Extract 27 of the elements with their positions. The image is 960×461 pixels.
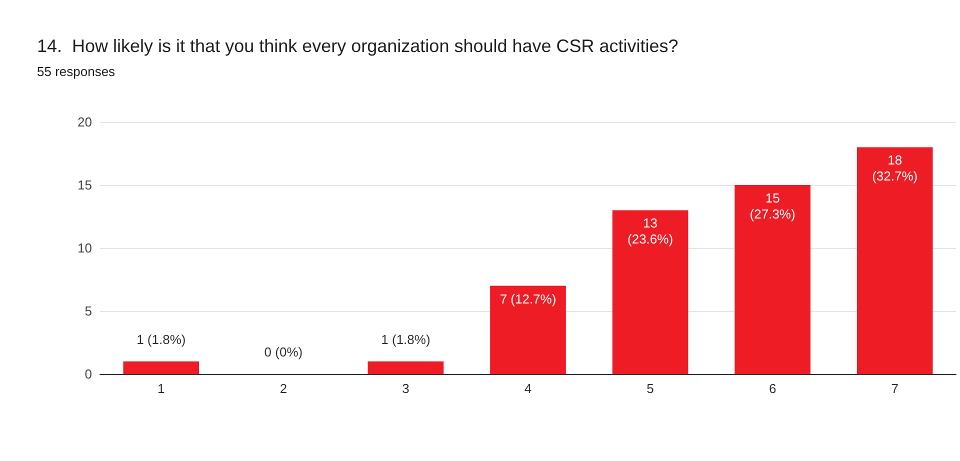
- y-tick-label: 20: [78, 114, 92, 130]
- data-label: 13 (23.6%): [628, 216, 674, 247]
- x-tick-label: 3: [402, 381, 410, 396]
- data-label: 18 (32.7%): [872, 152, 918, 184]
- data-label: 7 (12.7%): [500, 291, 556, 306]
- x-tick-label: 5: [646, 381, 654, 396]
- data-label: 0 (0%): [264, 344, 303, 360]
- x-tick-label: 2: [280, 381, 288, 396]
- bar: [734, 185, 810, 374]
- y-tick-label: 5: [84, 304, 92, 318]
- bar: [490, 286, 566, 374]
- x-tick-label: 4: [524, 381, 532, 396]
- data-label: 1 (1.8%): [136, 332, 186, 347]
- bar: [856, 147, 933, 374]
- bar: [368, 361, 444, 374]
- bar: [612, 210, 688, 374]
- x-tick-label: 7: [891, 381, 898, 396]
- y-tick-label: 15: [78, 178, 92, 192]
- data-label: 1 (1.8%): [381, 332, 430, 347]
- y-tick-label: 10: [78, 240, 92, 256]
- data-label: 15 (27.3%): [750, 190, 796, 222]
- chart-title: 14. How likely is it that you think every organization should have CSR activities?: [37, 36, 678, 56]
- chart-subtitle: 55 responses: [37, 64, 116, 79]
- x-tick-label: 1: [158, 381, 165, 396]
- x-tick-label: 6: [768, 381, 776, 396]
- bar: [123, 361, 200, 374]
- y-tick-label: 0: [84, 366, 92, 382]
